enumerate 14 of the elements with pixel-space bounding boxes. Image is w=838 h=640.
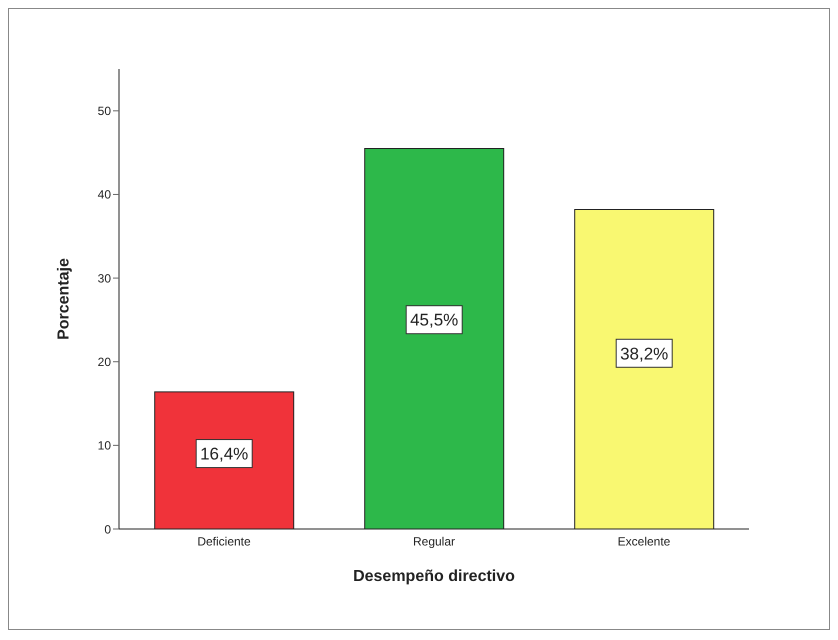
x-axis-title: Desempeño directivo [353, 568, 516, 585]
y-axis-title: Porcentaje [56, 258, 73, 340]
x-tick-label: Deficiente [197, 534, 251, 549]
data-label: 38,2% [620, 344, 668, 364]
y-tick-label: 10 [98, 438, 112, 453]
data-label: 16,4% [200, 444, 248, 464]
x-tick-label: Excelente [618, 534, 671, 549]
x-tick-label: Regular [412, 534, 456, 549]
y-tick-label: 0 [104, 522, 112, 536]
y-tick-label: 40 [98, 188, 112, 202]
y-tick-label: 50 [98, 104, 112, 118]
data-label: 45,5% [410, 310, 458, 330]
y-tick-label: 20 [98, 354, 112, 369]
y-tick-label: 30 [98, 271, 112, 286]
